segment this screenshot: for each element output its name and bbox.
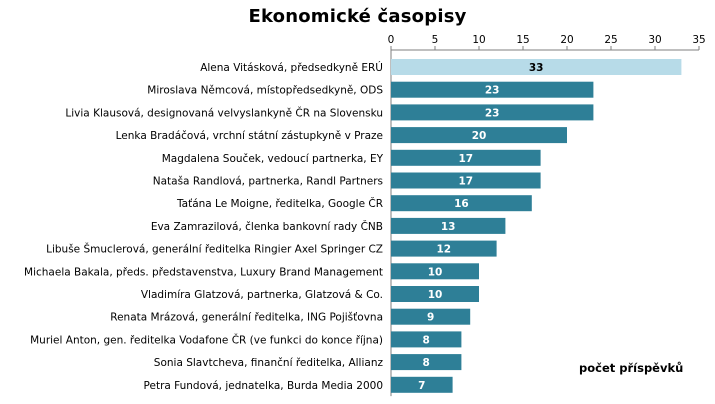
bar bbox=[391, 104, 594, 121]
value-label: 23 bbox=[485, 85, 500, 97]
value-label: 9 bbox=[427, 312, 434, 324]
value-label: 7 bbox=[418, 380, 425, 392]
bar bbox=[391, 331, 462, 348]
bar bbox=[391, 217, 506, 234]
bar bbox=[391, 127, 567, 144]
x-tick-label: 15 bbox=[516, 34, 529, 46]
x-tick-label: 20 bbox=[560, 34, 573, 46]
value-label: 20 bbox=[472, 130, 487, 142]
category-label: Alena Vitásková, předsedkyně ERÚ bbox=[200, 61, 383, 74]
category-label: Taťána Le Moigne, ředitelka, Google ČR bbox=[176, 197, 383, 210]
value-label: 23 bbox=[485, 107, 500, 119]
bar bbox=[391, 308, 471, 325]
bar bbox=[391, 376, 453, 393]
value-label: 8 bbox=[423, 334, 430, 346]
category-label: Livia Klausová, designovaná velvyslankyn… bbox=[65, 106, 383, 119]
category-label: Muriel Anton, gen. ředitelka Vodafone ČR… bbox=[30, 333, 383, 346]
value-label: 33 bbox=[529, 62, 544, 74]
category-label: Magdalena Souček, vedoucí partnerka, EY bbox=[162, 153, 384, 165]
value-label: 12 bbox=[436, 244, 451, 256]
x-tick-label: 35 bbox=[692, 34, 705, 46]
bar bbox=[391, 354, 462, 371]
category-label: Vladimíra Glatzová, partnerka, Glatzová … bbox=[141, 289, 383, 301]
category-label: Michaela Bakala, předs. představenstva, … bbox=[24, 266, 383, 278]
value-label: 17 bbox=[458, 153, 473, 165]
x-tick-label: 5 bbox=[432, 34, 439, 46]
bar bbox=[391, 286, 479, 302]
category-label: Lenka Bradáčová, vrchní státní zástupkyn… bbox=[116, 130, 383, 142]
value-label: 17 bbox=[458, 176, 473, 188]
category-label: Eva Zamrazilová, členka bankovní rady ČN… bbox=[151, 220, 383, 233]
category-label: Nataša Randlová, partnerka, Randl Partne… bbox=[153, 176, 383, 188]
bar bbox=[391, 81, 594, 98]
category-label: Petra Fundová, jednatelka, Burda Media 2… bbox=[144, 380, 383, 392]
value-label: 10 bbox=[428, 266, 443, 278]
value-label: 16 bbox=[454, 198, 469, 210]
x-tick-label: 25 bbox=[604, 34, 617, 46]
bar bbox=[391, 149, 541, 166]
category-label: Renata Mrázová, generální ředitelka, ING… bbox=[110, 312, 383, 324]
chart-title: Ekonomické časopisy bbox=[248, 6, 467, 27]
bar bbox=[391, 172, 541, 189]
x-tick-label: 0 bbox=[388, 34, 395, 46]
bar bbox=[391, 59, 682, 75]
category-label: Sonia Slavtcheva, finanční ředitelka, Al… bbox=[154, 357, 384, 369]
category-label: Libuše Šmuclerová, generální ředitelka R… bbox=[46, 243, 383, 256]
value-label: 10 bbox=[428, 289, 443, 301]
unit-label: počet příspěvků bbox=[579, 361, 684, 375]
value-label: 8 bbox=[423, 357, 430, 369]
category-label: Miroslava Němcová, místopředsedkyně, ODS bbox=[147, 85, 383, 97]
x-tick-label: 10 bbox=[472, 34, 485, 46]
x-tick-label: 30 bbox=[648, 34, 661, 46]
bar bbox=[391, 263, 479, 280]
bar bbox=[391, 195, 532, 212]
value-label: 13 bbox=[441, 221, 456, 233]
bar bbox=[391, 240, 497, 257]
